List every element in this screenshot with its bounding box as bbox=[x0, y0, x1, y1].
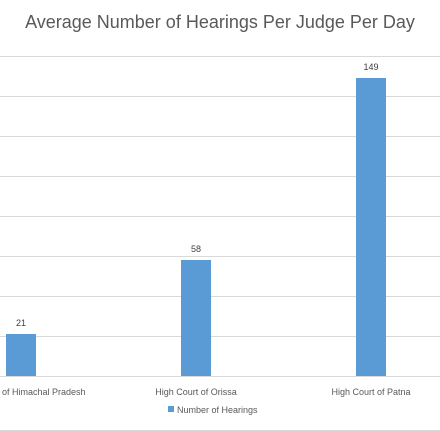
legend: Number of Hearings bbox=[168, 405, 258, 415]
category-label: High Court of Himachal Pradesh bbox=[0, 387, 86, 397]
data-label: 58 bbox=[191, 244, 201, 254]
data-label: 149 bbox=[363, 62, 378, 72]
bar bbox=[6, 334, 36, 376]
legend-swatch bbox=[168, 406, 174, 412]
category-label: High Court of Orissa bbox=[155, 387, 237, 397]
bar bbox=[356, 78, 386, 376]
data-labels: 21 58 149 bbox=[16, 62, 379, 328]
category-label: High Court of Patna bbox=[331, 387, 410, 397]
bar bbox=[181, 260, 211, 376]
bar-series bbox=[6, 78, 386, 376]
data-label: 21 bbox=[16, 318, 26, 328]
category-axis-labels: High Court of Himachal Pradesh High Court… bbox=[0, 387, 411, 397]
legend-label: Number of Hearings bbox=[177, 405, 258, 415]
chart-title: Average Number of Hearings Per Judge Per… bbox=[25, 12, 415, 32]
